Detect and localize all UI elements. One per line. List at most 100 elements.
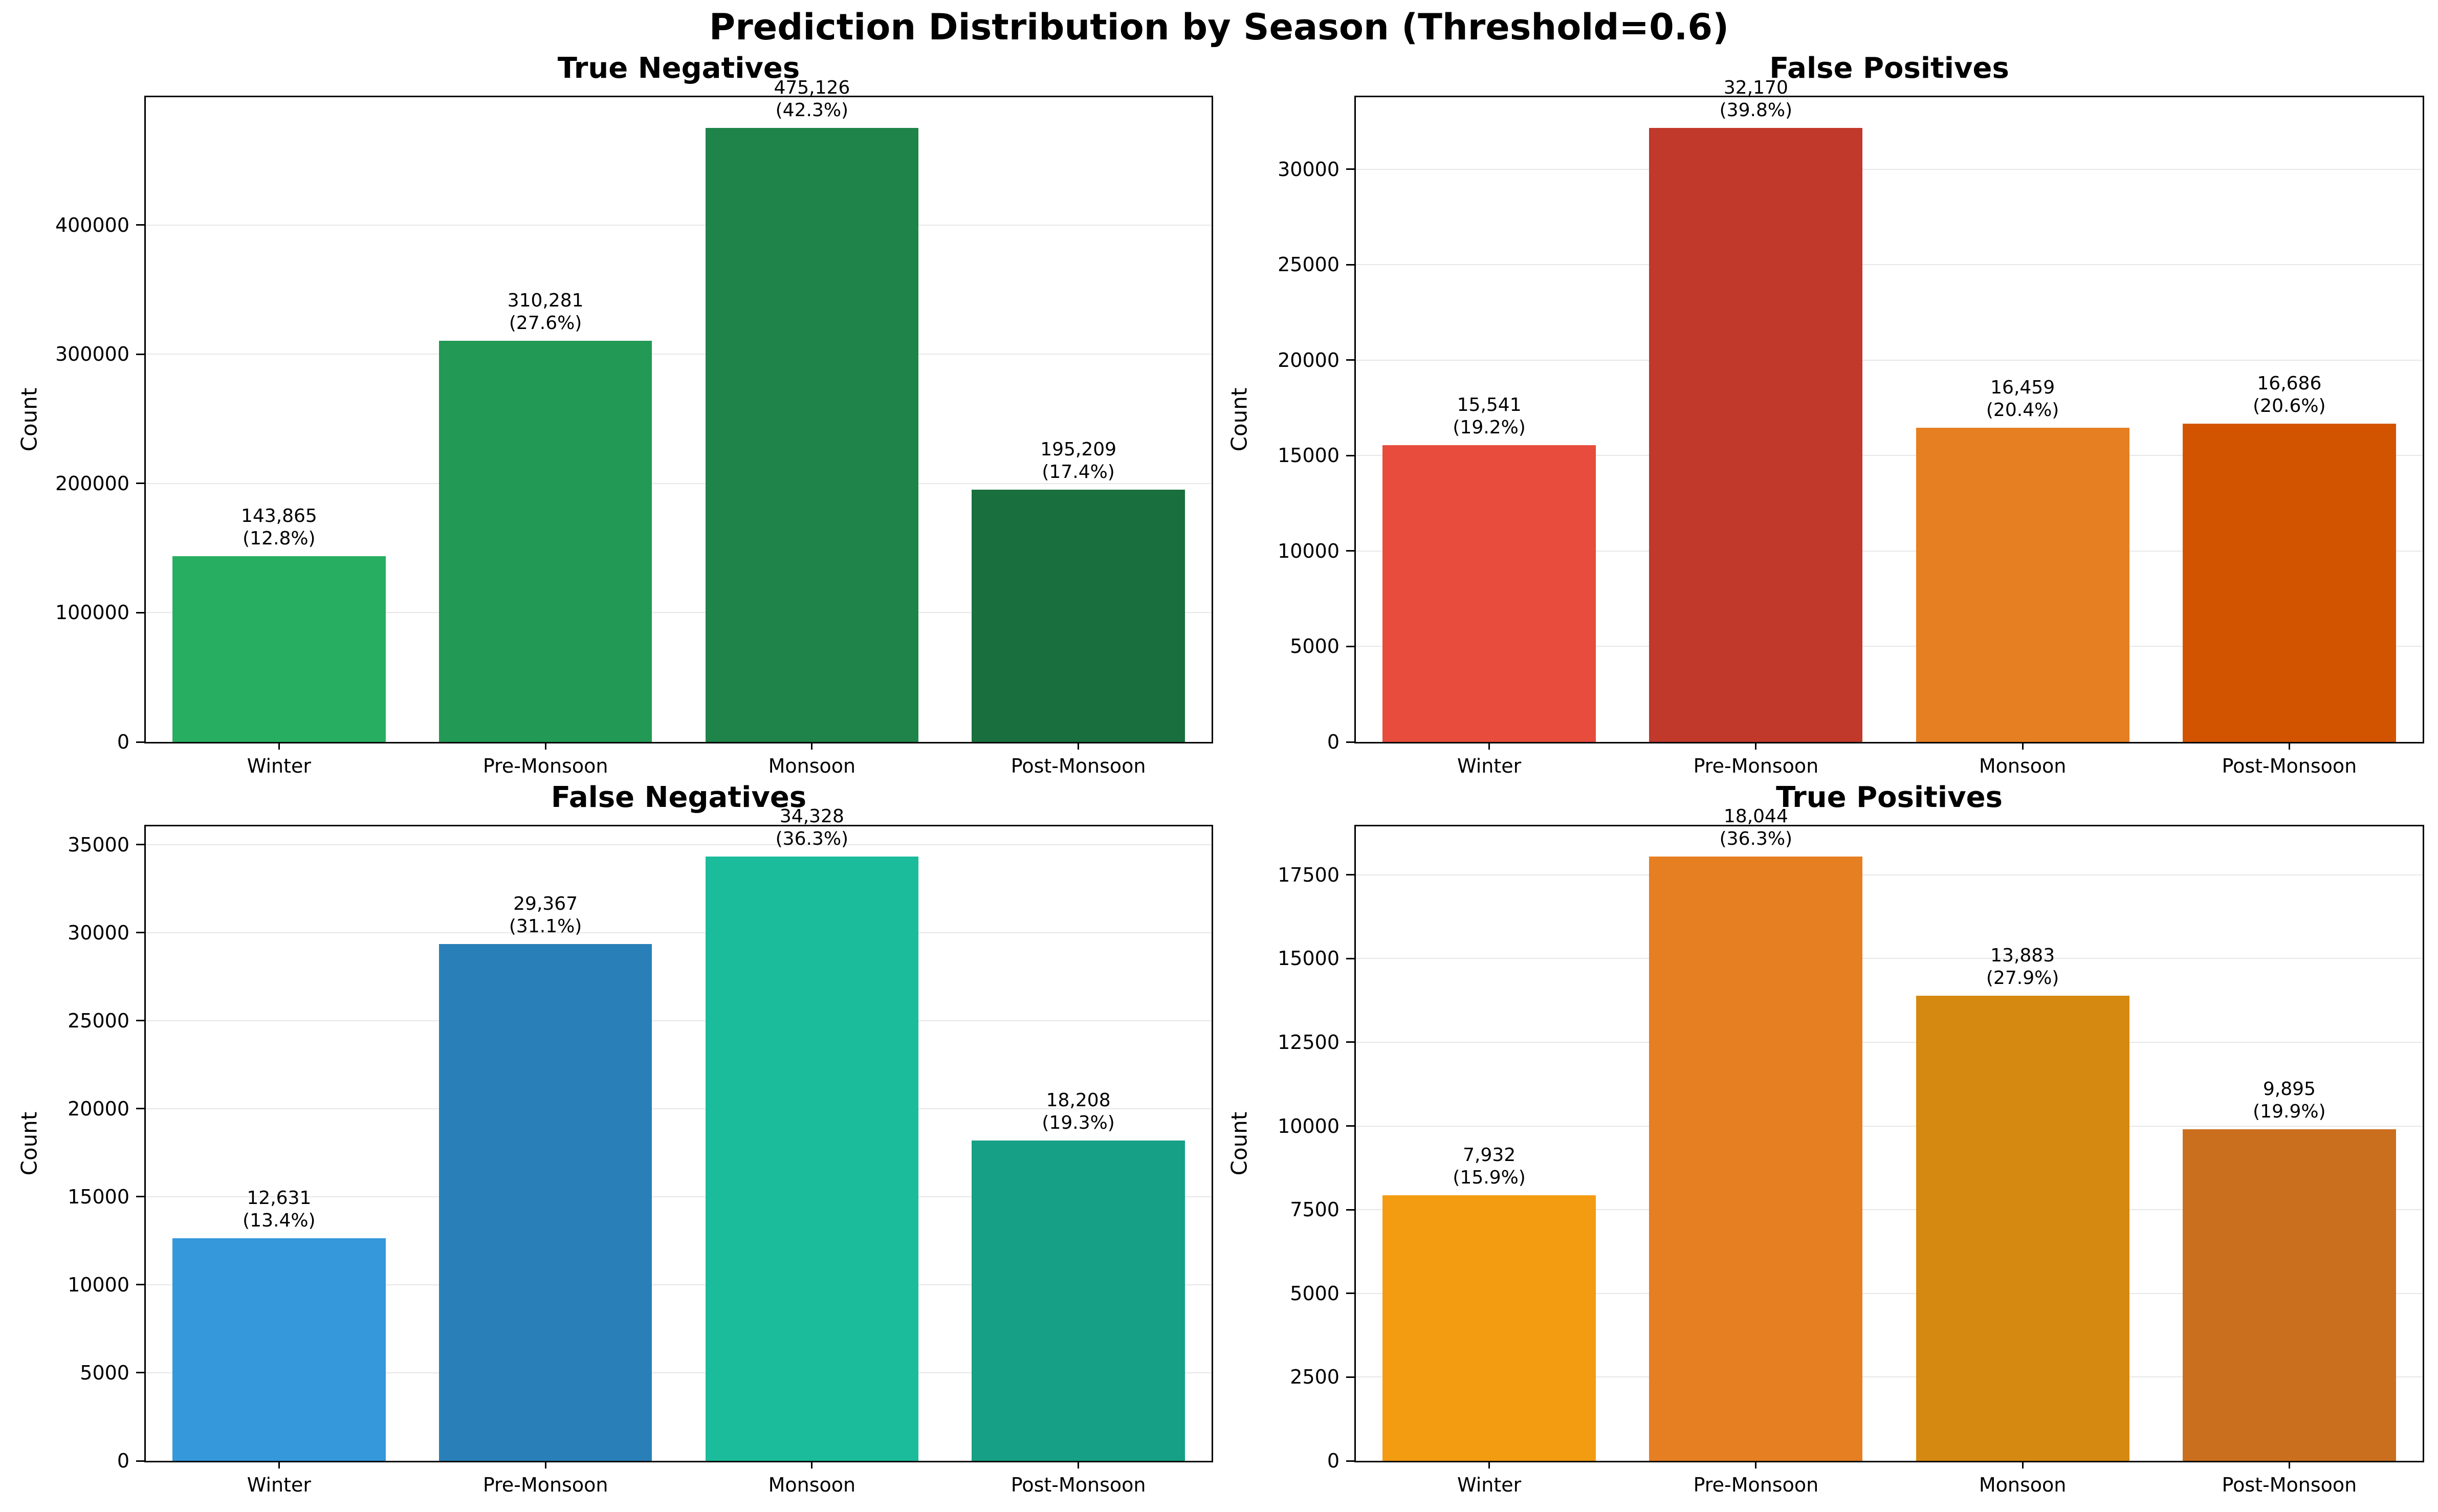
bar-value-label: 7,932 (15.9%) — [1382, 1144, 1597, 1191]
bar-percent-text: (27.9%) — [1986, 968, 2059, 989]
plot-area-false-positives: 0 5000 10000 15000 20000 25000 30000 15,541 (19.… — [1278, 77, 2424, 777]
y-tick-label: 15000 — [1278, 444, 1339, 467]
y-tick-label: 17500 — [1278, 863, 1339, 886]
grid-line — [146, 1284, 1212, 1285]
y-tick-label: 100000 — [55, 601, 129, 624]
y-tick-label: 5000 — [1290, 1282, 1339, 1305]
bar-count-text: 12,631 — [247, 1188, 312, 1209]
x-tick-mark — [1078, 1461, 1080, 1469]
y-tick-mark — [136, 844, 144, 846]
y-tick-mark — [136, 224, 144, 226]
bar-false-positives-monsoon[interactable] — [1916, 428, 2129, 742]
bar-count-text: 16,459 — [1990, 377, 2055, 399]
bar-count-text: 143,865 — [240, 505, 317, 527]
y-tick-label: 0 — [1327, 1450, 1339, 1472]
grid-line — [146, 1108, 1212, 1109]
bar-value-label: 15,541 (19.2%) — [1382, 394, 1597, 441]
bar-percent-text: (36.3%) — [775, 828, 849, 850]
bar-true-negatives-pre-monsoon[interactable] — [438, 341, 652, 742]
bar-percent-text: (12.8%) — [243, 528, 316, 549]
y-tick-mark — [136, 483, 144, 485]
y-tick-label: 200000 — [55, 472, 129, 495]
x-tick-label: Pre-Monsoon — [1693, 755, 1819, 777]
bar-value-label: 18,208 (19.3%) — [971, 1089, 1186, 1136]
x-tick-label: Post-Monsoon — [2222, 1474, 2357, 1496]
bar-false-positives-post-monsoon[interactable] — [2182, 423, 2396, 742]
x-tick-label: Pre-Monsoon — [482, 1474, 608, 1496]
x-tick-label: Monsoon — [768, 755, 856, 777]
y-tick-label: 300000 — [55, 343, 129, 366]
y-tick-label: 15000 — [68, 1185, 129, 1208]
x-tick-label: Post-Monsoon — [2222, 755, 2357, 777]
figure-title: Prediction Distribution by Season (Thres… — [709, 6, 1729, 48]
chart-title-false-positives: False Positives — [1769, 52, 2009, 85]
bar-false-negatives-winter[interactable] — [172, 1238, 386, 1461]
x-tick-mark — [811, 742, 813, 750]
y-tick-label: 5000 — [1290, 635, 1339, 658]
y-axis-label: Count — [16, 1111, 42, 1176]
grid-line — [1356, 1209, 2423, 1211]
y-tick-mark — [1346, 645, 1354, 647]
y-tick-mark — [1346, 454, 1354, 456]
bar-value-label: 16,686 (20.6%) — [2182, 372, 2397, 420]
grid-line — [1356, 264, 2423, 266]
y-tick-label: 10000 — [1278, 1114, 1339, 1137]
bar-false-positives-winter[interactable] — [1382, 445, 1596, 742]
bar-count-text: 475,126 — [774, 77, 850, 98]
y-tick-label: 0 — [117, 731, 129, 753]
x-tick-mark — [1488, 1461, 1490, 1469]
y-axis-label: Count — [1226, 387, 1252, 452]
bar-percent-text: (36.3%) — [1719, 828, 1793, 850]
bar-false-negatives-post-monsoon[interactable] — [972, 1140, 1185, 1461]
x-tick-label: Monsoon — [1979, 1474, 2067, 1496]
y-tick-mark — [136, 1372, 144, 1374]
bar-false-positives-pre-monsoon[interactable] — [1649, 128, 1863, 742]
bar-true-positives-winter[interactable] — [1382, 1195, 1596, 1461]
plot-area-true-positives: 0 2500 5000 7500 10000 12500 15000 17500 7,932 (1… — [1278, 806, 2424, 1496]
y-tick-mark — [1346, 874, 1354, 876]
bar-false-negatives-pre-monsoon[interactable] — [438, 944, 652, 1461]
y-tick-mark — [1346, 264, 1354, 266]
bar-percent-text: (19.2%) — [1453, 417, 1526, 439]
bar-percent-text: (20.6%) — [2253, 395, 2326, 417]
y-tick-mark — [136, 353, 144, 355]
x-tick-label: Post-Monsoon — [1011, 755, 1146, 777]
bar-percent-text: (13.4%) — [243, 1210, 316, 1232]
y-tick-mark — [1346, 1460, 1354, 1462]
bar-count-text: 18,208 — [1046, 1089, 1111, 1111]
y-tick-label: 30000 — [1278, 158, 1339, 181]
y-tick-label: 7500 — [1290, 1198, 1339, 1221]
bar-count-text: 18,044 — [1723, 806, 1788, 827]
bar-false-negatives-monsoon[interactable] — [705, 857, 919, 1461]
x-tick-mark — [2022, 1461, 2024, 1469]
bar-true-negatives-winter[interactable] — [172, 556, 386, 742]
x-tick-label: Monsoon — [768, 1474, 856, 1496]
y-tick-label: 0 — [1327, 731, 1339, 753]
x-tick-mark — [278, 742, 280, 750]
grid-line — [1356, 1041, 2423, 1043]
y-tick-label: 20000 — [68, 1097, 129, 1120]
bar-value-label: 475,126 (42.3%) — [705, 77, 919, 124]
y-tick-mark — [136, 1284, 144, 1286]
bar-value-label: 29,367 (31.1%) — [438, 893, 653, 940]
y-tick-mark — [1346, 957, 1354, 959]
bar-value-label: 195,209 (17.4%) — [971, 439, 1186, 486]
x-tick-label: Winter — [1457, 755, 1522, 777]
grid-line — [146, 844, 1212, 845]
y-tick-mark — [1346, 1292, 1354, 1295]
bar-true-positives-monsoon[interactable] — [1916, 996, 2129, 1461]
y-tick-label: 5000 — [80, 1361, 129, 1384]
bar-count-text: 34,328 — [779, 806, 844, 827]
chart-title-false-negatives: False Negatives — [551, 781, 807, 814]
grid-line — [146, 612, 1212, 613]
bar-percent-text: (20.4%) — [1986, 400, 2059, 421]
grid-line — [1356, 359, 2423, 361]
y-tick-label: 400000 — [55, 213, 129, 236]
plot-area-false-negatives: 0 5000 10000 15000 20000 25000 30000 35000 12,63… — [68, 806, 1213, 1496]
bar-percent-text: (27.6%) — [509, 313, 582, 334]
bar-true-negatives-post-monsoon[interactable] — [972, 489, 1185, 742]
x-tick-mark — [544, 742, 546, 750]
bar-true-negatives-monsoon[interactable] — [705, 127, 919, 742]
bar-true-positives-pre-monsoon[interactable] — [1649, 857, 1863, 1461]
bar-true-positives-post-monsoon[interactable] — [2182, 1129, 2396, 1461]
